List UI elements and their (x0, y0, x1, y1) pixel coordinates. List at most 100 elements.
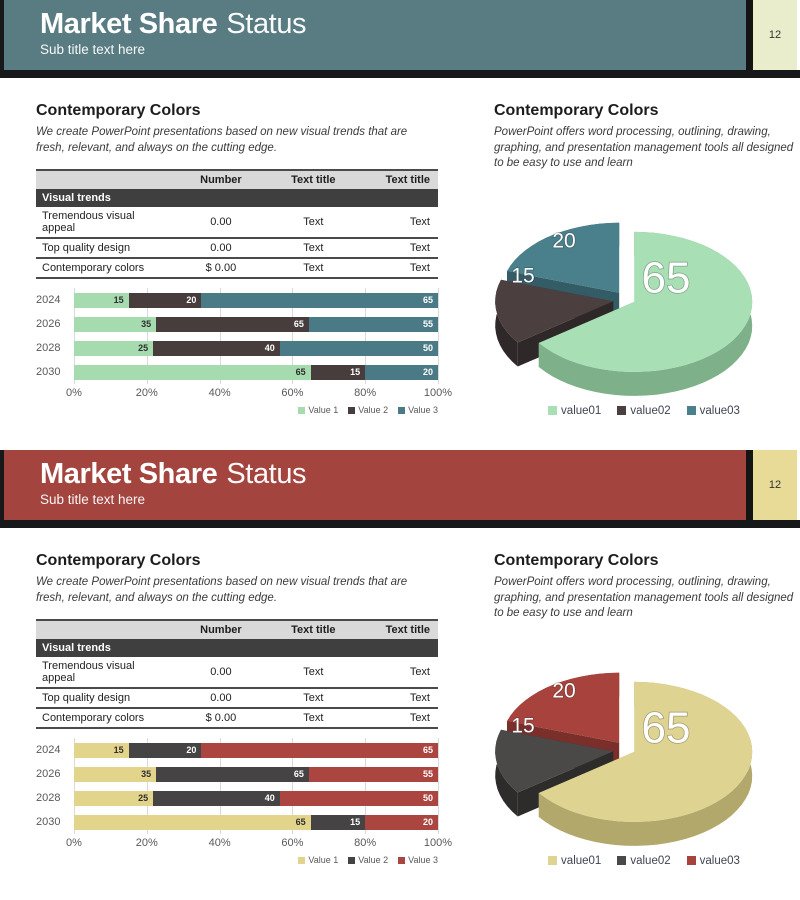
legend-item: Value 1 (298, 855, 338, 865)
bar-segment: 15 (74, 292, 129, 308)
bar-value-label: 15 (350, 817, 361, 828)
x-axis-tick: 20% (135, 837, 158, 850)
bar-gridlines (74, 288, 439, 385)
bar-segment: 50 (279, 790, 438, 806)
table-header-cell: Number (172, 619, 270, 640)
bar-value-label: 35 (141, 769, 152, 780)
bar-value-label: 65 (293, 319, 304, 330)
bar-value-label: 65 (295, 817, 306, 828)
bar-value-label: 15 (113, 745, 124, 756)
slide-header: Market Share Status Sub title text here 1… (0, 450, 800, 520)
x-axis-tick: 80% (354, 387, 377, 400)
stacked-bar-chart: 2024 15 20 65 2026 35 65 55 2028 25 40 50 2030 65 15 20… (36, 738, 452, 865)
table-header-row: Number Text title Text title (36, 619, 438, 640)
bar-segment: 65 (156, 316, 309, 332)
bar-row: 2028 25 40 50 (36, 336, 438, 360)
table-header-cell: Number (172, 169, 270, 190)
header-divider (746, 450, 753, 520)
x-axis: 0% 20% 40% 60% 80% 100% (66, 384, 452, 401)
table-cell: $ 0.00 (172, 708, 270, 730)
bar-segment: 65 (201, 292, 438, 308)
bar-segment: 15 (74, 742, 129, 758)
bar-track: 25 40 50 (74, 340, 438, 356)
table-cell: Text (357, 688, 438, 710)
table-cell: Contemporary colors (36, 258, 173, 280)
table-cell: Text (357, 238, 438, 260)
section-heading: Contemporary Colors (494, 102, 659, 119)
legend-item: value02 (617, 405, 671, 417)
table-cell: Tremendous visual appeal (36, 657, 173, 690)
slide-body: Contemporary Colors We create PowerPoint… (0, 528, 800, 867)
slide-preview-1[interactable]: Market Share Status Sub title text here 1… (0, 0, 800, 450)
legend-item: Value 2 (348, 855, 388, 865)
bar-segment: 40 (153, 790, 280, 806)
title-light: Status (226, 8, 307, 40)
table-cell: Text (269, 238, 358, 260)
bar-category-label: 2028 (36, 342, 61, 355)
bar-row: 2026 35 65 55 (36, 312, 438, 336)
legend-swatch (686, 406, 696, 416)
table-section-row: Visual trends (36, 189, 438, 208)
table-section-row: Visual trends (36, 639, 438, 658)
section-heading: Contemporary Colors (36, 102, 201, 119)
table-row: Tremendous visual appeal 0.00 Text Text (36, 207, 438, 240)
slide-preview-2[interactable]: Market Share Status Sub title text here 1… (0, 450, 800, 900)
legend-swatch (398, 856, 406, 864)
x-axis-tick: 40% (208, 387, 231, 400)
bar-segment: 20 (128, 292, 202, 308)
bar-value-label: 50 (422, 793, 433, 804)
bar-segment: 20 (365, 364, 438, 380)
table-cell: Contemporary colors (36, 708, 173, 730)
bar-row: 2028 25 40 50 (36, 786, 438, 810)
table-cell: 0.00 (172, 688, 270, 710)
legend-item: Value 3 (398, 405, 438, 415)
legend-swatch (398, 406, 406, 414)
bar-category-label: 2030 (36, 366, 61, 379)
bar-value-label: 55 (422, 769, 433, 780)
bar-category-label: 2030 (36, 816, 61, 829)
table-cell: 0.00 (172, 207, 270, 240)
page-number-box: 12 (753, 450, 797, 520)
table-header-cell: Text title (269, 619, 358, 640)
bar-track: 25 40 50 (74, 790, 438, 806)
table-section-cell: Visual trends (36, 189, 438, 208)
bar-segment: 20 (365, 814, 438, 830)
bar-value-label: 65 (422, 745, 433, 756)
table-cell: Text (357, 708, 438, 730)
bar-row: 2024 15 20 65 (36, 738, 438, 762)
legend-swatch (298, 856, 306, 864)
table-row: Tremendous visual appeal 0.00 Text Text (36, 657, 438, 690)
pie-legend: value01 value02 value03 (494, 855, 794, 867)
stats-table: Number Text title Text title Visual trends T… (36, 619, 438, 730)
legend-item: Value 3 (398, 855, 438, 865)
table-cell: 0.00 (172, 238, 270, 260)
section-description: We create PowerPoint presentations based… (36, 126, 408, 154)
bar-segment: 35 (74, 316, 157, 332)
table-cell: Text (357, 258, 438, 280)
bar-segment: 15 (310, 364, 366, 380)
bar-segment: 40 (153, 340, 280, 356)
section-heading: Contemporary Colors (494, 552, 659, 569)
table-cell: Tremendous visual appeal (36, 207, 173, 240)
bar-legend: Value 1 Value 2 Value 3 (36, 405, 438, 415)
bar-value-label: 65 (293, 769, 304, 780)
table-cell: Top quality design (36, 688, 173, 710)
bar-track: 65 15 20 (74, 814, 438, 830)
bar-value-label: 65 (295, 367, 306, 378)
bar-value-label: 35 (141, 319, 152, 330)
bar-value-label: 55 (422, 319, 433, 330)
right-column: Contemporary Colors PowerPoint offers wo… (494, 552, 794, 867)
bar-row: 2030 65 15 20 (36, 360, 438, 384)
table-cell: $ 0.00 (172, 258, 270, 280)
table-cell: Text (269, 207, 358, 240)
bar-row: 2026 35 65 55 (36, 762, 438, 786)
table-header-cell: Text title (357, 619, 438, 640)
pie-slice-label: 65 (642, 253, 691, 302)
bar-value-label: 50 (422, 343, 433, 354)
pie-slice-label: 15 (511, 264, 534, 287)
bar-value-label: 25 (138, 793, 149, 804)
bar-value-label: 65 (422, 295, 433, 306)
page-subtitle: Sub title text here (40, 492, 146, 508)
legend-swatch (686, 856, 696, 866)
x-axis: 0% 20% 40% 60% 80% 100% (66, 834, 452, 851)
